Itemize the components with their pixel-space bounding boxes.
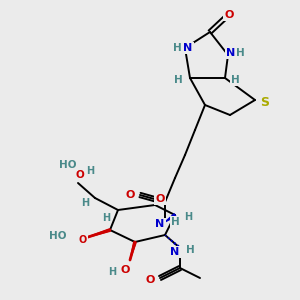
Text: H: H	[231, 75, 239, 85]
Text: O: O	[145, 275, 155, 285]
Text: H: H	[108, 267, 116, 277]
Text: O: O	[125, 190, 135, 200]
Text: HO: HO	[50, 231, 67, 241]
Text: O: O	[76, 170, 84, 180]
Text: H: H	[236, 48, 244, 58]
Text: H: H	[81, 198, 89, 208]
Text: H: H	[102, 213, 110, 223]
Polygon shape	[85, 229, 110, 238]
Text: H: H	[186, 245, 194, 255]
Text: S: S	[260, 95, 269, 109]
Text: HO: HO	[59, 160, 77, 170]
Text: H: H	[86, 166, 94, 176]
Text: N: N	[155, 219, 165, 229]
Polygon shape	[130, 242, 136, 260]
Text: N: N	[170, 247, 180, 257]
Text: N: N	[226, 48, 236, 58]
Text: O: O	[155, 194, 165, 204]
Text: N: N	[183, 43, 193, 53]
Text: O: O	[224, 10, 234, 20]
Text: H: H	[174, 75, 182, 85]
Text: H: H	[184, 212, 192, 222]
Text: O: O	[120, 265, 130, 275]
Text: O: O	[79, 235, 87, 245]
Text: H: H	[172, 43, 182, 53]
Polygon shape	[165, 214, 176, 222]
Text: H: H	[171, 217, 179, 227]
